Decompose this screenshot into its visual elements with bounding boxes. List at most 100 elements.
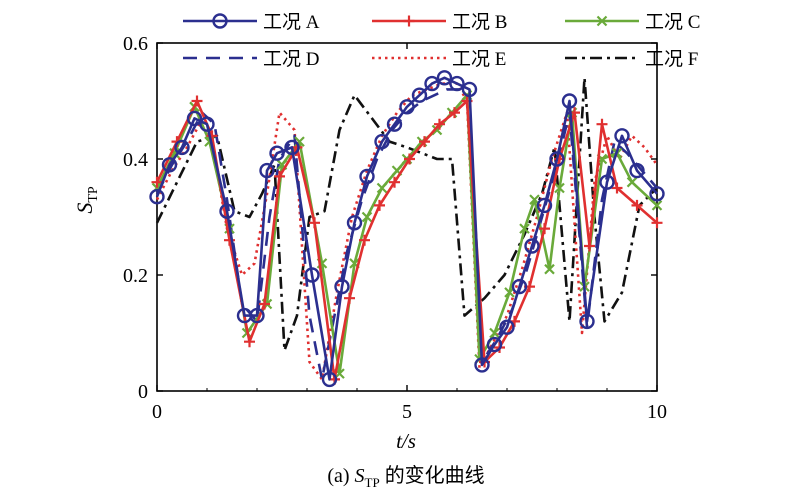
legend-label: 工况 C [645, 12, 700, 33]
data-point [269, 145, 285, 161]
series-1 [149, 70, 665, 388]
y-tick-label: 0.2 [123, 265, 148, 287]
data-point [449, 107, 460, 119]
data-point [386, 116, 403, 132]
y-axis-label: STP [72, 186, 101, 214]
data-point [304, 267, 320, 283]
legend-item-6: 工况 F [565, 49, 698, 70]
legend-item-5: 工况 E [372, 49, 506, 70]
data-point [174, 139, 190, 156]
data-point [631, 199, 643, 211]
x-tick-label: 10 [647, 401, 667, 423]
x-tick-label: 5 [402, 401, 412, 423]
data-point [284, 139, 300, 156]
data-point [274, 170, 285, 182]
data-point [344, 292, 355, 304]
data-point [536, 197, 553, 214]
data-point [404, 153, 415, 165]
data-point [249, 307, 265, 324]
caption-prefix: (a) [327, 465, 354, 487]
legend-label: 工况 D [263, 49, 319, 70]
data-point [309, 217, 320, 229]
legend-marker [212, 13, 228, 29]
data-point [519, 223, 530, 234]
series-line [155, 82, 659, 381]
data-point [511, 278, 528, 295]
data-point [334, 278, 350, 295]
figure-caption: (a) STP 的变化曲线 [327, 464, 484, 490]
series-line [155, 76, 658, 381]
legend-marker [596, 15, 608, 27]
data-point [436, 70, 453, 86]
data-point [374, 199, 385, 211]
data-point [486, 336, 503, 353]
data-point [489, 327, 500, 339]
data-point [544, 263, 555, 275]
data-point [191, 95, 203, 107]
legend: 工况 A 工况 B 工况 C 工况 D 工况 E 工况 F [183, 12, 700, 70]
data-point [411, 87, 428, 103]
data-point [399, 99, 415, 115]
data-point [651, 200, 663, 211]
legend-item-4: 工况 D [183, 49, 319, 70]
data-point [361, 211, 373, 223]
data-point [374, 133, 390, 150]
y-axis-label-sub: TP [86, 186, 101, 203]
data-point [474, 357, 490, 373]
y-tick-label: 0 [138, 381, 148, 403]
legend-label: 工况 A [263, 12, 320, 33]
data-point [359, 234, 370, 246]
data-point [346, 215, 363, 231]
legend-marker [403, 15, 415, 27]
x-tick-label: 0 [152, 401, 162, 423]
data-point [424, 75, 440, 92]
data-point [549, 151, 565, 167]
data-point [434, 118, 445, 130]
data-point [599, 174, 615, 190]
data-point [596, 118, 608, 130]
data-point [579, 313, 595, 330]
data-point [389, 176, 400, 188]
data-point [651, 217, 663, 229]
data-point [359, 168, 375, 185]
data-point [149, 188, 165, 205]
data-point [151, 176, 163, 188]
data-point [539, 223, 550, 235]
caption-sub: TP [365, 475, 380, 490]
y-axis-label-main: S [72, 203, 97, 214]
data-point [499, 319, 515, 335]
data-point [614, 128, 630, 144]
caption-main: S [355, 465, 365, 487]
data-point [524, 238, 540, 254]
legend-label: 工况 F [645, 49, 698, 70]
y-tick-label: 0.4 [123, 149, 148, 171]
x-axis-label: t/s [396, 429, 416, 453]
data-point [419, 136, 430, 148]
data-point [629, 162, 645, 179]
data-point [259, 298, 270, 310]
data-point [584, 240, 595, 252]
legend-item-1: 工况 A [183, 12, 320, 33]
data-point [259, 162, 275, 179]
data-point [626, 176, 638, 188]
data-point [244, 336, 255, 348]
data-point [649, 186, 665, 202]
data-point [611, 182, 623, 194]
legend-label: 工况 B [452, 12, 507, 33]
data-point [199, 116, 215, 132]
data-point [561, 93, 578, 109]
series-5 [155, 82, 659, 381]
series-layer [149, 70, 665, 388]
data-point [461, 81, 478, 98]
data-point [376, 182, 388, 194]
data-point [161, 157, 178, 173]
series-2 [151, 95, 663, 385]
y-tick-label: 0.6 [123, 33, 148, 55]
data-point [321, 371, 338, 388]
legend-item-2: 工况 B [372, 12, 507, 33]
legend-label: 工况 E [452, 49, 506, 70]
data-point [219, 203, 235, 219]
caption-suffix: 的变化曲线 [380, 464, 485, 487]
